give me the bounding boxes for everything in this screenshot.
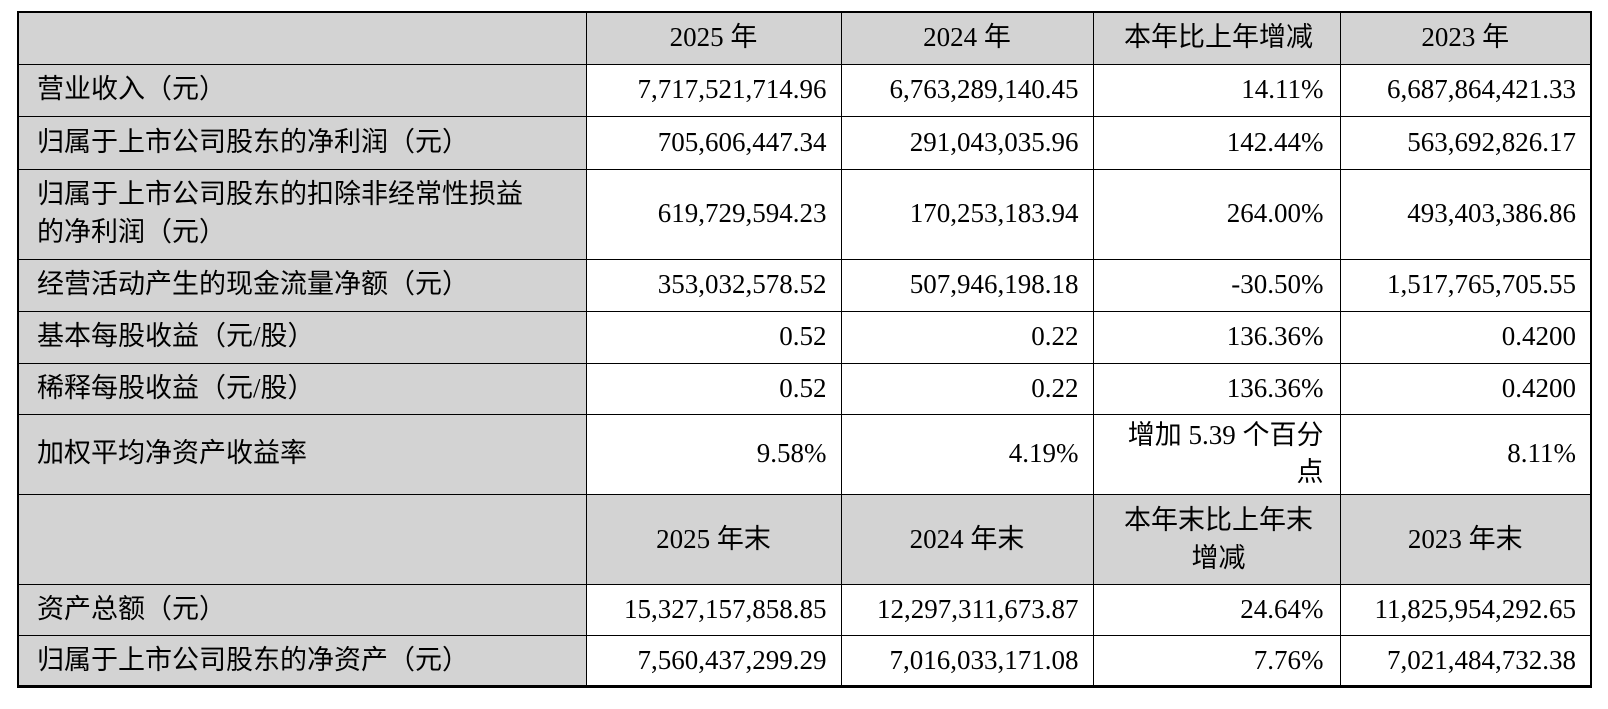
- value-cell: 7,016,033,171.08: [840, 635, 1094, 688]
- header-2023: 2023 年: [1339, 11, 1592, 65]
- table-row: 加权平均净资产收益率 9.58% 4.19% 增加 5.39 个百分点 8.11…: [17, 413, 1592, 496]
- change-cell: 7.76%: [1092, 635, 1341, 688]
- value-cell: 1,517,765,705.55: [1339, 258, 1592, 312]
- value-cell: 0.4200: [1339, 362, 1592, 415]
- value-cell: 6,687,864,421.33: [1339, 63, 1592, 117]
- row-label-cell: 加权平均净资产收益率: [17, 413, 587, 496]
- value-cell: 15,327,157,858.85: [585, 584, 842, 637]
- header-2024: 2024 年: [840, 11, 1094, 65]
- row-label-cell: 营业收入（元）: [17, 63, 587, 117]
- value-cell: 291,043,035.96: [840, 115, 1094, 170]
- header-2025: 2025 年: [585, 11, 842, 65]
- table-row: 基本每股收益（元/股） 0.52 0.22 136.36% 0.4200: [17, 310, 1592, 364]
- row-label-cell: 基本每股收益（元/股）: [17, 310, 587, 364]
- value-cell: 0.22: [840, 362, 1094, 415]
- value-cell: 563,692,826.17: [1339, 115, 1592, 170]
- value-cell: 9.58%: [585, 413, 842, 496]
- header-2025-end: 2025 年末: [585, 494, 842, 586]
- value-cell: 507,946,198.18: [840, 258, 1094, 312]
- corner-cell: [17, 11, 587, 65]
- change-cell: 264.00%: [1092, 168, 1341, 260]
- value-cell: 0.4200: [1339, 310, 1592, 364]
- table-row: 资产总额（元） 15,327,157,858.85 12,297,311,673…: [17, 584, 1592, 637]
- header-yearend-change: 本年末比上年末增减: [1092, 494, 1341, 586]
- value-cell: 353,032,578.52: [585, 258, 842, 312]
- corner-cell: [17, 494, 587, 586]
- value-cell: 7,021,484,732.38: [1339, 635, 1592, 688]
- value-cell: 705,606,447.34: [585, 115, 842, 170]
- row-label-cell: 资产总额（元）: [17, 584, 587, 637]
- row-label-cell: 经营活动产生的现金流量净额（元）: [17, 258, 587, 312]
- table-row: 归属于上市公司股东的净利润（元） 705,606,447.34 291,043,…: [17, 115, 1592, 170]
- value-cell: 619,729,594.23: [585, 168, 842, 260]
- period-header-row: 2025 年 2024 年 本年比上年增减 2023 年: [17, 11, 1592, 65]
- table-row: 营业收入（元） 7,717,521,714.96 6,763,289,140.4…: [17, 63, 1592, 117]
- row-label-cell: 稀释每股收益（元/股）: [17, 362, 587, 415]
- value-cell: 11,825,954,292.65: [1339, 584, 1592, 637]
- change-cell: 136.36%: [1092, 310, 1341, 364]
- value-cell: 0.52: [585, 362, 842, 415]
- value-cell: 6,763,289,140.45: [840, 63, 1094, 117]
- value-cell: 170,253,183.94: [840, 168, 1094, 260]
- value-cell: 493,403,386.86: [1339, 168, 1592, 260]
- value-cell: 8.11%: [1339, 413, 1592, 496]
- header-2023-end: 2023 年末: [1339, 494, 1592, 586]
- value-cell: 0.52: [585, 310, 842, 364]
- change-cell: 14.11%: [1092, 63, 1341, 117]
- financial-summary-table: 2025 年 2024 年 本年比上年增减 2023 年 营业收入（元） 7,7…: [17, 11, 1592, 689]
- table-row: 经营活动产生的现金流量净额（元） 353,032,578.52 507,946,…: [17, 258, 1592, 312]
- period-end-header-row: 2025 年末 2024 年末 本年末比上年末增减 2023 年末: [17, 494, 1592, 586]
- change-cell: 24.64%: [1092, 584, 1341, 637]
- value-cell: 12,297,311,673.87: [840, 584, 1094, 637]
- table-row: 归属于上市公司股东的扣除非经常性损益的净利润（元） 619,729,594.23…: [17, 168, 1592, 260]
- row-label-cell: 归属于上市公司股东的净利润（元）: [17, 115, 587, 170]
- value-cell: 7,717,521,714.96: [585, 63, 842, 117]
- change-cell: 增加 5.39 个百分点: [1092, 413, 1341, 496]
- change-cell: -30.50%: [1092, 258, 1341, 312]
- change-cell: 136.36%: [1092, 362, 1341, 415]
- table-row: 稀释每股收益（元/股） 0.52 0.22 136.36% 0.4200: [17, 362, 1592, 415]
- row-label-cell: 归属于上市公司股东的扣除非经常性损益的净利润（元）: [17, 168, 587, 260]
- header-yoy-change: 本年比上年增减: [1092, 11, 1341, 65]
- value-cell: 4.19%: [840, 413, 1094, 496]
- change-cell: 142.44%: [1092, 115, 1341, 170]
- table-row: 归属于上市公司股东的净资产（元） 7,560,437,299.29 7,016,…: [17, 635, 1592, 688]
- value-cell: 0.22: [840, 310, 1094, 364]
- value-cell: 7,560,437,299.29: [585, 635, 842, 688]
- row-label-cell: 归属于上市公司股东的净资产（元）: [17, 635, 587, 688]
- header-2024-end: 2024 年末: [840, 494, 1094, 586]
